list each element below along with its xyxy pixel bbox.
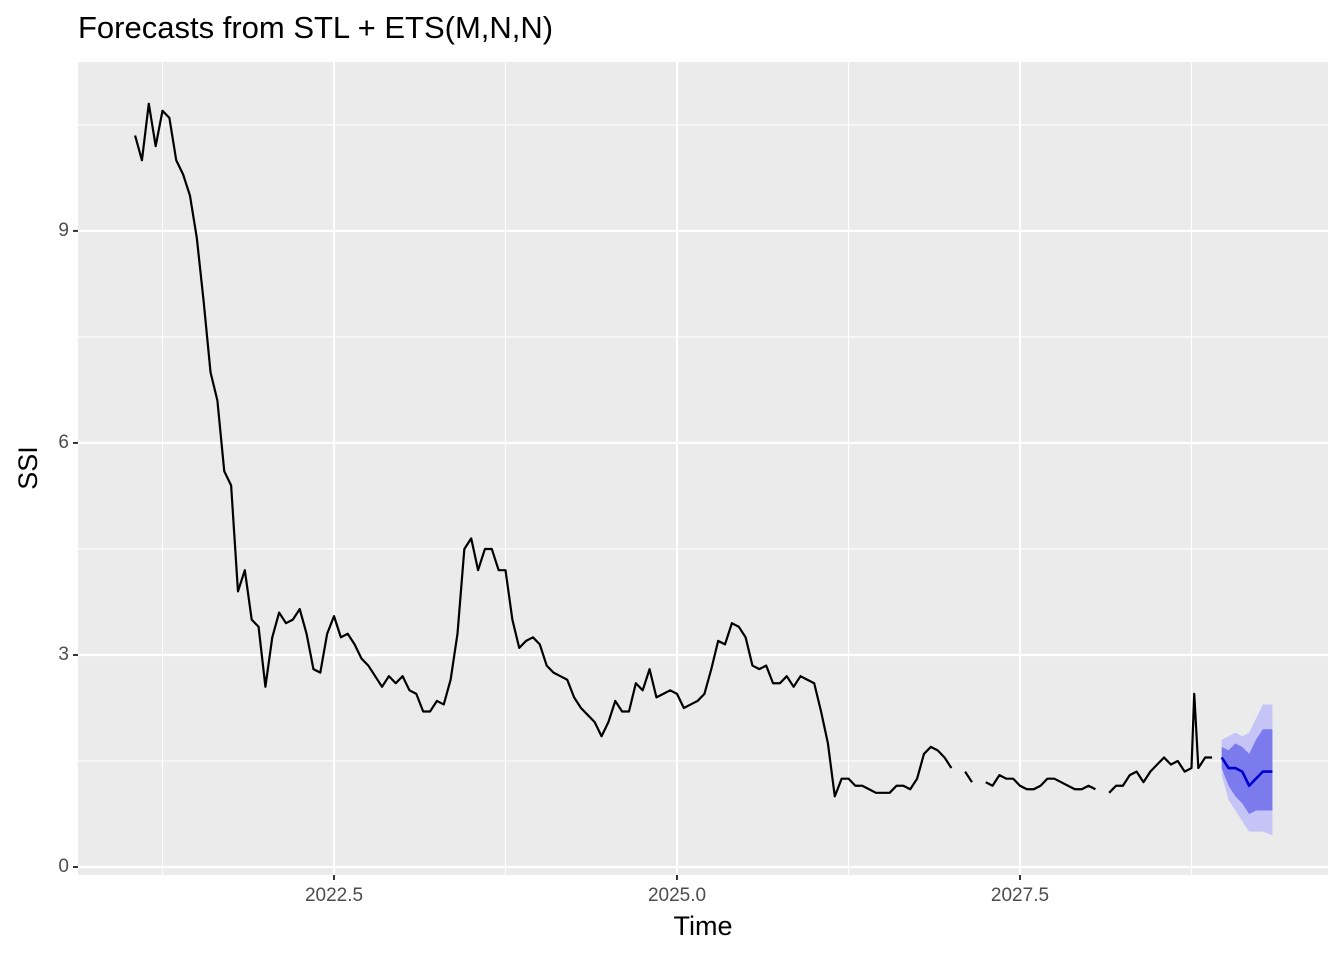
y-tick-label: 3 bbox=[58, 644, 69, 665]
line bbox=[1108, 692, 1213, 794]
line bbox=[1220, 756, 1273, 788]
y-tick-label: 6 bbox=[58, 432, 69, 453]
axes: 2022.5 2025.0 2027.5 0 3 6 9 bbox=[58, 220, 1049, 906]
x-tick-label: 2022.5 bbox=[305, 885, 363, 906]
line bbox=[134, 102, 953, 798]
chart-title: Forecasts from STL + ETS(M,N,N) bbox=[78, 10, 553, 45]
grid bbox=[78, 62, 1328, 875]
x-axis-title: Time bbox=[674, 911, 733, 941]
y-axis-title: SSI bbox=[13, 446, 43, 490]
line bbox=[964, 771, 973, 783]
x-tick-label: 2027.5 bbox=[991, 885, 1049, 906]
line bbox=[985, 774, 1096, 791]
panel bbox=[78, 62, 1328, 875]
y-tick-label: 9 bbox=[58, 220, 69, 241]
interval-band bbox=[1221, 729, 1273, 815]
y-tick-label: 0 bbox=[58, 856, 69, 877]
x-tick-label: 2025.0 bbox=[648, 885, 706, 906]
marks bbox=[134, 102, 1273, 836]
